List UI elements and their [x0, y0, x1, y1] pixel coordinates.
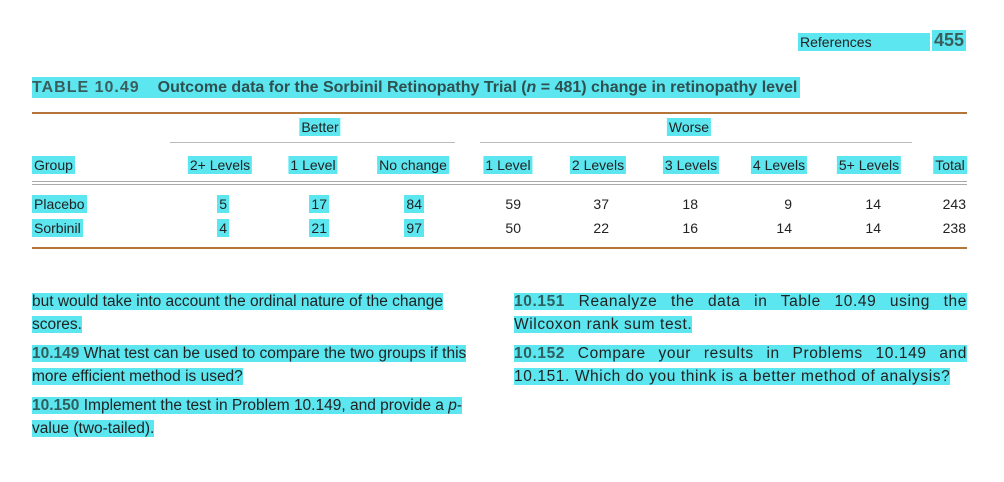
cell-value-text: 16	[682, 220, 698, 236]
cell-value-text: 50	[505, 220, 521, 236]
row-label: Sorbinil	[32, 219, 83, 237]
group-rule	[480, 142, 912, 143]
table-title: Outcome data for the Sorbinil Retinopath…	[158, 79, 798, 96]
cell-value: 9	[784, 196, 792, 212]
cell-value: 50	[505, 220, 521, 236]
column-header: No change	[377, 156, 449, 174]
problem: 10.149 What test can be used to compare …	[32, 345, 467, 385]
column-header-text: 1 Level	[483, 156, 533, 174]
column-header-text: 5+ Levels	[836, 156, 902, 174]
group-header: Better	[299, 118, 341, 136]
table-label: TABLE 10.49	[32, 79, 140, 96]
cell-value-text: 59	[505, 196, 521, 212]
problem: 10.150 Implement the test in Problem 10.…	[32, 397, 462, 437]
column-header: 1 Level	[483, 156, 533, 174]
cell-value-text: 14	[776, 220, 792, 236]
header: References	[798, 33, 930, 51]
problem: 10.151 Reanalyze the data in Table 10.49…	[514, 293, 967, 333]
column-header: 2 Levels	[569, 156, 627, 174]
row-label-text: Placebo	[32, 195, 87, 213]
cell-value: 14	[865, 220, 881, 236]
cell-value-text: 9	[784, 196, 792, 212]
rule	[32, 184, 967, 185]
group-header-text: Better	[299, 118, 341, 136]
cell-value: 17	[309, 195, 329, 213]
column-header: Group	[32, 156, 75, 174]
problem-number: 10.149	[32, 345, 80, 362]
column-header: 1 Level	[288, 156, 338, 174]
problem-number: 10.152	[514, 345, 566, 362]
cell-value: 18	[682, 196, 698, 212]
problem-text: Reanalyze the data in Table 10.49 using …	[514, 293, 967, 333]
cell-value-text: 37	[593, 196, 609, 212]
cell-value: 97	[404, 219, 424, 237]
page-number: 455	[932, 30, 967, 51]
column-header-text: 3 Levels	[662, 156, 720, 174]
cell-value: 37	[593, 196, 609, 212]
column-header-text: 2+ Levels	[187, 156, 253, 174]
cell-value-text: 97	[404, 219, 424, 237]
cell-value-text: 14	[865, 196, 881, 212]
row-label: Placebo	[32, 195, 87, 213]
problem-text: Compare your results in Problems 10.149 …	[514, 345, 967, 385]
cell-value: 4	[217, 219, 229, 237]
cell-value-text: 18	[682, 196, 698, 212]
right-column: 10.151 Reanalyze the data in Table 10.49…	[514, 290, 967, 394]
cell-value-text: 238	[942, 220, 966, 236]
problem-number: 10.151	[514, 293, 566, 310]
problem-var: p	[448, 397, 457, 414]
group-header-text: Worse	[666, 118, 712, 136]
cell-value: 21	[309, 219, 329, 237]
problem-text: What test can be used to compare the two…	[32, 345, 467, 385]
cell-value: 22	[593, 220, 609, 236]
cell-value-text: 243	[942, 196, 966, 212]
left-column: but would take into account the ordinal …	[32, 290, 490, 446]
problem-text: Implement the test in Problem 10.149, an…	[83, 397, 449, 414]
column-header-text: No change	[377, 156, 449, 174]
cell-value: 59	[505, 196, 521, 212]
problem-number: 10.150	[32, 397, 80, 414]
cell-value-text: 21	[309, 219, 329, 237]
column-header: 3 Levels	[662, 156, 720, 174]
row-label-text: Sorbinil	[32, 219, 83, 237]
cell-value-text: 84	[404, 195, 424, 213]
column-header-text: 2 Levels	[569, 156, 627, 174]
column-header-text: Group	[32, 156, 75, 174]
column-header-text: 4 Levels	[750, 156, 808, 174]
column-header: 4 Levels	[750, 156, 808, 174]
cell-value-text: 17	[309, 195, 329, 213]
problem: 10.152 Compare your results in Problems …	[514, 345, 967, 385]
title-text: = 481) change in retinopathy level	[536, 79, 798, 96]
title-var: n	[526, 79, 537, 96]
cell-value-text: 14	[865, 220, 881, 236]
cell-value: 14	[776, 220, 792, 236]
cell-value: 14	[865, 196, 881, 212]
group-header: Worse	[666, 118, 712, 136]
rule	[32, 112, 967, 114]
cell-value-text: 22	[593, 220, 609, 236]
column-header: Total	[933, 156, 967, 174]
cell-value: 238	[943, 220, 966, 236]
problem-text: -value (two-tailed).	[32, 397, 462, 437]
cell-value: 243	[943, 196, 966, 212]
rule	[32, 247, 967, 249]
title-text: Outcome data for the Sorbinil Retinopath…	[157, 79, 527, 96]
paragraph: but would take into account the ordinal …	[32, 293, 444, 333]
column-header-text: 1 Level	[288, 156, 338, 174]
cell-value: 84	[404, 195, 424, 213]
column-header: 5+ Levels	[836, 156, 902, 174]
table-caption: TABLE 10.49 Outcome data for the Sorbinil…	[32, 77, 801, 98]
section: References	[798, 33, 930, 51]
cell-value: 16	[682, 220, 698, 236]
column-header: 2+ Levels	[187, 156, 253, 174]
rule	[32, 181, 967, 182]
cell-value: 5	[217, 195, 229, 213]
group-rule	[170, 142, 455, 143]
cell-value-text: 5	[217, 195, 229, 213]
column-header-text: Total	[933, 156, 967, 174]
cell-value-text: 4	[217, 219, 229, 237]
